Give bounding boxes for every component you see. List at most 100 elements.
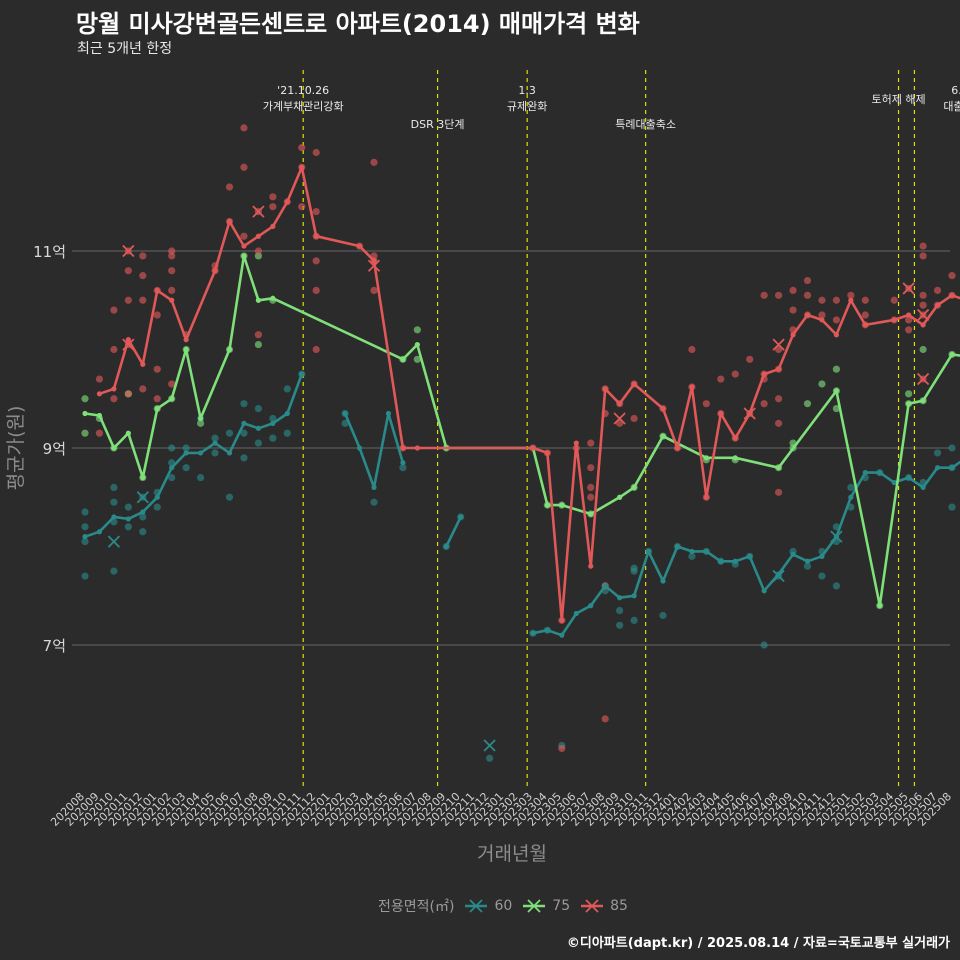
data-point-85 xyxy=(298,143,306,152)
data-point-60 xyxy=(370,498,378,506)
legend-label-85: 85 xyxy=(610,898,628,914)
data-point-85 xyxy=(225,183,234,191)
series-line-60 xyxy=(343,412,405,489)
data-point-85 xyxy=(775,395,783,403)
data-point-85 xyxy=(601,715,609,723)
cancelled-marker-60 xyxy=(483,739,496,752)
data-point-60 xyxy=(81,537,89,546)
line-vertex-60 xyxy=(877,470,883,476)
line-vertex-60 xyxy=(920,484,926,490)
line-vertex-60 xyxy=(747,553,753,559)
line-vertex-85 xyxy=(241,243,247,249)
line-vertex-60 xyxy=(862,470,868,476)
line-vertex-85 xyxy=(573,440,579,446)
line-vertex-60 xyxy=(689,548,695,555)
line-vertex-85 xyxy=(674,445,681,451)
line-vertex-85 xyxy=(140,361,146,367)
data-point-60 xyxy=(240,400,248,408)
data-point-85 xyxy=(269,203,277,211)
event-annotation: 가계부채관리강화 xyxy=(263,100,344,113)
series-lines xyxy=(82,164,960,638)
data-point-85 xyxy=(948,272,956,280)
legend-item-85: 85 xyxy=(580,896,628,916)
line-vertex-60 xyxy=(458,514,464,520)
data-point-60 xyxy=(168,473,176,482)
cancelled-marker-85 xyxy=(916,308,930,322)
line-vertex-75 xyxy=(776,465,782,471)
data-point-85 xyxy=(168,247,176,255)
series-line-75 xyxy=(83,254,960,607)
line-vertex-60 xyxy=(949,465,955,471)
data-point-85 xyxy=(124,267,132,275)
line-vertex-85 xyxy=(559,617,565,623)
line-vertex-60 xyxy=(111,514,117,520)
line-vertex-60 xyxy=(226,450,233,456)
data-point-60 xyxy=(616,621,624,629)
data-point-85 xyxy=(240,232,248,240)
data-point-85 xyxy=(312,257,320,265)
data-point-85 xyxy=(587,439,595,447)
line-vertex-60 xyxy=(371,484,377,490)
line-vertex-60 xyxy=(342,410,348,417)
data-point-85 xyxy=(168,252,176,260)
line-vertex-60 xyxy=(617,595,623,601)
line-vertex-75 xyxy=(949,351,955,358)
data-point-60 xyxy=(948,503,956,511)
cancelled-marker-85 xyxy=(367,259,381,272)
series-line-60 xyxy=(83,372,304,538)
data-point-60 xyxy=(110,483,118,491)
line-vertex-60 xyxy=(241,420,247,426)
series-line-60 xyxy=(531,460,960,637)
data-point-60 xyxy=(283,429,291,437)
line-vertex-85 xyxy=(154,287,160,293)
data-point-85 xyxy=(153,365,161,373)
data-point-85 xyxy=(616,419,624,427)
data-point-60 xyxy=(818,572,826,580)
data-point-85 xyxy=(168,267,176,275)
data-point-85 xyxy=(775,291,783,299)
data-point-85 xyxy=(731,370,739,378)
line-vertex-75 xyxy=(631,484,637,490)
line-vertex-60 xyxy=(544,627,551,633)
data-point-85 xyxy=(139,252,147,260)
data-point-60 xyxy=(659,611,667,620)
event-annotation: 대출규제 xyxy=(943,100,960,113)
line-vertex-85 xyxy=(284,199,290,205)
line-vertex-75 xyxy=(125,430,131,436)
line-vertex-85 xyxy=(804,312,811,318)
line-vertex-60 xyxy=(703,548,709,555)
data-point-85 xyxy=(95,429,104,437)
data-point-85 xyxy=(587,464,595,472)
data-point-60 xyxy=(616,606,624,615)
line-vertex-60 xyxy=(906,474,912,481)
legend-title: 전용면적(㎡) xyxy=(378,899,455,915)
event-annotation: 규제완화 xyxy=(507,100,547,113)
data-point-85 xyxy=(818,296,826,304)
line-vertex-60 xyxy=(284,410,290,417)
data-point-75 xyxy=(818,380,826,388)
line-vertex-75 xyxy=(833,388,840,394)
data-point-85 xyxy=(139,385,147,393)
data-point-85 xyxy=(861,296,869,304)
line-vertex-75 xyxy=(183,346,189,353)
legend-key-60 xyxy=(465,899,488,913)
data-point-85 xyxy=(254,247,262,255)
line-vertex-60 xyxy=(125,516,131,522)
data-point-60 xyxy=(948,444,956,452)
line-vertex-75 xyxy=(660,433,666,439)
data-point-60 xyxy=(269,434,277,442)
data-point-85 xyxy=(775,488,783,496)
data-point-75 xyxy=(413,355,421,363)
data-point-85 xyxy=(587,483,595,491)
data-point-85 xyxy=(919,291,927,299)
line-vertex-85 xyxy=(169,297,175,303)
data-point-85 xyxy=(890,296,898,304)
data-point-60 xyxy=(110,567,118,575)
data-point-85 xyxy=(370,286,378,294)
line-vertex-60 xyxy=(270,420,276,426)
legend-item-75: 75 xyxy=(522,896,570,916)
y-axis-ticks: 7억 9억 11억 xyxy=(33,243,66,655)
data-point-75 xyxy=(254,340,262,349)
line-vertex-60 xyxy=(255,425,261,431)
data-point-85 xyxy=(832,296,841,304)
